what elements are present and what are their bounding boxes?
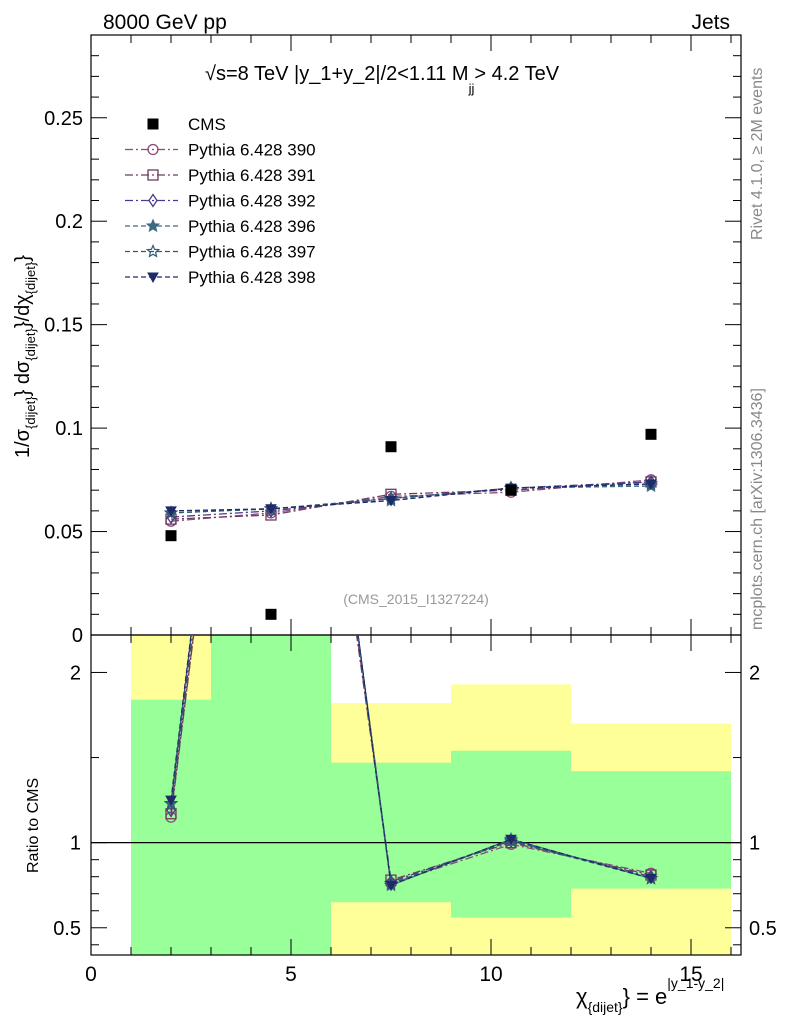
cms-data-point [165, 530, 177, 542]
mcplots-reference-label: mcplots.cern.ch [arXiv:1306.3436] [749, 388, 766, 630]
ratio-ytick-label-right: 0.5 [749, 918, 777, 940]
plot-title: √s=8 TeV |y_1+y_2|/2<1.11 Mjj> 4.2 TeV [205, 63, 560, 96]
title-subscript: jj [468, 81, 475, 96]
xlabel-chi: χ [576, 984, 588, 1009]
ylabel-sub-b: {dijet} [23, 328, 38, 361]
main-ytick-label: 0.25 [44, 108, 83, 130]
main-series-line-5 [170, 483, 652, 512]
legend: CMS Pythia 6.428 390 Pythia 6.428 391 Pythi… [125, 115, 316, 287]
legend-marker-cms [147, 118, 159, 130]
xlabel-eq: } = e [623, 984, 668, 1009]
rivet-version-label: Rivet 4.1.0, ≥ 2M events [749, 68, 766, 240]
ratio-ytick-label-left: 1 [70, 833, 81, 855]
xtick-label: 10 [479, 963, 502, 986]
main-series-marker-5 [645, 479, 657, 490]
legend-marker-2 [148, 193, 158, 208]
x-axis-label: χ{dijet}} = e|y_1-y_2| [576, 975, 724, 1015]
main-series-marker-5 [265, 504, 277, 515]
ylabel-sub-c: {dijet} [23, 261, 38, 294]
title-tail: > 4.2 TeV [474, 63, 559, 85]
main-ytick-label: 0.1 [55, 418, 83, 440]
legend-label-0: Pythia 6.428 390 [188, 141, 316, 160]
cms-data-points [165, 428, 657, 620]
uncertainty-bands [131, 635, 731, 955]
main-series-marker-5 [165, 506, 177, 517]
ratio-series-marker-4 [163, 795, 179, 810]
main-y-axis-label: 1/σ{dijet}} dσ{dijet}}/dχ{dijet}} [12, 255, 38, 458]
ylabel-sub-a: {dijet} [23, 396, 38, 429]
xtick-label: 5 [285, 963, 297, 986]
legend-label-cms: CMS [188, 115, 226, 134]
ratio-series-marker-5 [645, 873, 657, 885]
main-ytick-label: 0.15 [44, 315, 83, 337]
xtick-label: 15 [679, 963, 702, 986]
legend-marker-5 [147, 272, 159, 284]
main-ytick-label: 0.05 [44, 522, 83, 544]
ratio-plot-frame [90, 634, 742, 956]
cms-data-point [645, 428, 657, 440]
title-main: s=8 TeV |y_1+y_2|/2<1.11 M [216, 63, 469, 85]
ratio-series-marker-5 [385, 880, 397, 892]
title-sqrt: √ [205, 63, 216, 85]
ratio-series-marker-0 [266, 4, 276, 14]
axis-ticks: 0 0.05 0.1 0.15 0.2 0.25 0 5 10 15 0.5 0.5 1 1 2 2 [44, 34, 777, 986]
ratio-series-marker-1 [266, 21, 276, 31]
legend-label-4: Pythia 6.428 397 [188, 243, 316, 262]
xlabel-sup: |y_1-y_2| [667, 975, 724, 991]
energy-label: 8000 GeV pp [103, 11, 227, 34]
ratio-series-marker-5 [165, 795, 177, 807]
ylabel-part-c: }/dχ [12, 294, 34, 328]
main-series-line-0 [170, 479, 652, 522]
ylabel-part-a: 1/σ [12, 428, 34, 458]
cms-data-point [505, 484, 517, 496]
ratio-y-axis-label: Ratio to CMS [25, 778, 42, 873]
ratio-series-marker-5 [505, 834, 517, 846]
cms-data-point [265, 608, 277, 620]
ratio-series-line-1 [170, 635, 652, 881]
band-inner-0 [131, 699, 211, 955]
ratio-ytick-label-right: 1 [749, 833, 760, 855]
band-inner-4 [571, 771, 731, 889]
process-label: Jets [691, 11, 730, 34]
main-ytick-label: 0.2 [55, 211, 83, 233]
main-series-marker-5 [385, 496, 397, 507]
ratio-ytick-label-left: 0.5 [53, 918, 81, 940]
main-series-layer [163, 474, 659, 527]
legend-marker-4 [145, 243, 161, 258]
xlabel-sub: {dijet} [588, 999, 623, 1015]
main-ytick-label: 0 [72, 625, 83, 647]
band-inner-1 [211, 635, 331, 955]
legend-label-1: Pythia 6.428 391 [188, 166, 316, 185]
cms-data-point [385, 441, 397, 453]
ratio-series-layer [163, 4, 659, 892]
ratio-ytick-label-left: 2 [70, 662, 81, 684]
legend-marker-3 [145, 218, 161, 233]
legend-label-5: Pythia 6.428 398 [188, 268, 316, 287]
ylabel-part-d: } [12, 255, 34, 262]
legend-marker-1 [147, 169, 159, 181]
ratio-ytick-label-right: 2 [749, 662, 760, 684]
legend-label-2: Pythia 6.428 392 [188, 192, 316, 211]
legend-label-3: Pythia 6.428 396 [188, 217, 316, 236]
ylabel-part-b: } dσ [12, 360, 34, 396]
legend-marker-0 [147, 143, 159, 156]
analysis-id-watermark: (CMS_2015_I1327224) [343, 591, 489, 607]
xtick-label: 0 [85, 963, 97, 986]
